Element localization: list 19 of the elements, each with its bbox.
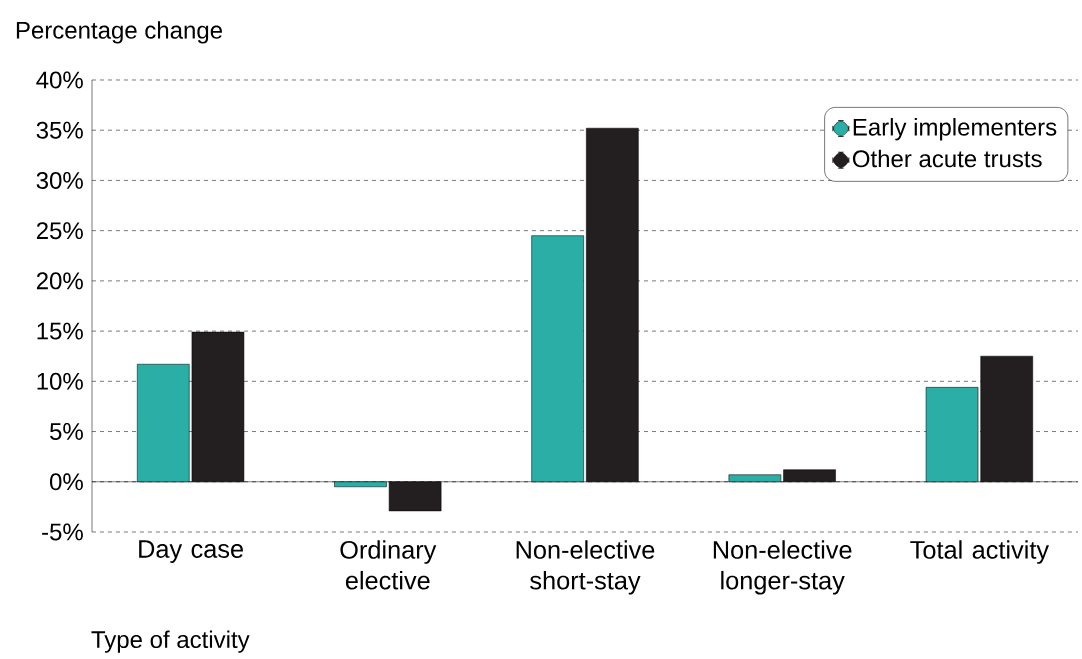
y-tick-label: 5% [50,423,83,440]
legend-label: Other acute trusts [852,149,1042,168]
y-tick-label: 0% [50,473,83,491]
y-tick-label: 25% [36,222,83,240]
x-axis-title: Type of activity [91,630,250,653]
y-tick-label: 35% [36,121,83,139]
y-tick-label: 15% [37,322,83,340]
x-tick-label: Total activity [910,540,1050,564]
x-tick-label: Day case [139,540,243,563]
y-tick-label: 20% [36,272,83,290]
y-tick-label: 10% [37,372,83,390]
y-tick-label: 30% [36,171,83,189]
x-tick-label: Non-elective longer-stay [713,540,852,595]
x-tick-label: Ordinary elective [340,540,437,590]
y-tick-label: -5% [42,523,83,541]
y-tick-label: 40% [36,71,83,89]
x-tick-label: Non-elective short-stay [516,540,655,595]
y-axis-title: Percentage change [16,21,222,44]
legend-label: Early implementers [853,118,1057,141]
